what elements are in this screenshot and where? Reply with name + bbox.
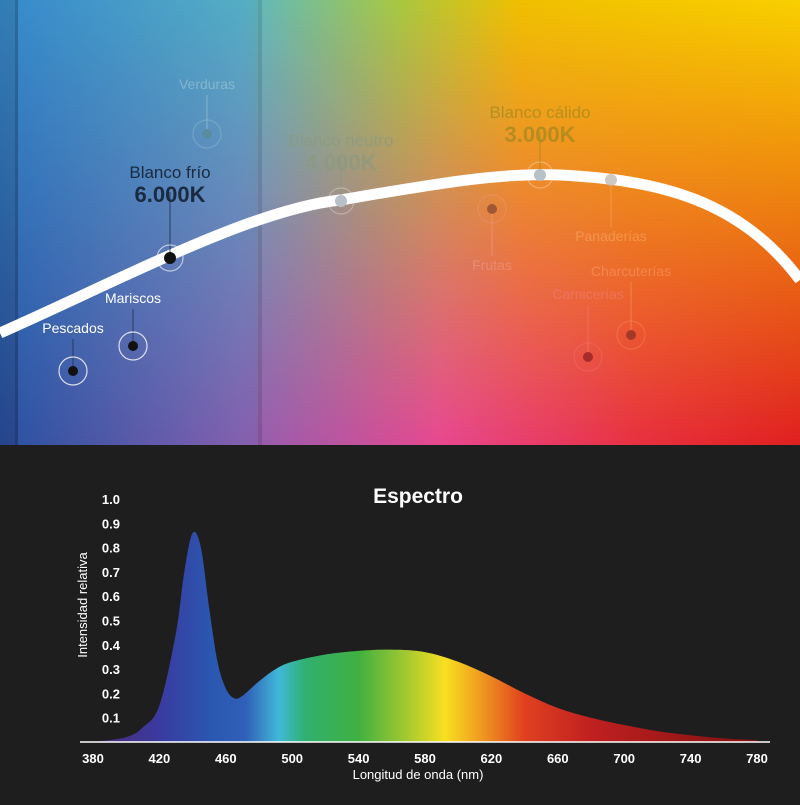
application-label: Pescados: [42, 320, 103, 336]
color-temperature-name: Blanco frío: [129, 163, 210, 182]
application-label: Panaderías: [575, 228, 647, 244]
spectrum-area: [93, 531, 757, 742]
spectrum-chart: Espectro 380 420 460 500 540 580 620 660 700 740 7…: [0, 445, 800, 800]
y-tick-label: 0.2: [102, 686, 120, 701]
y-tick-label: 0.9: [102, 516, 120, 531]
y-tick-label: 0.7: [102, 565, 120, 580]
x-tick-label: 500: [281, 751, 303, 766]
x-tick-label: 420: [149, 751, 171, 766]
x-axis-label: Longitud de onda (nm): [353, 767, 484, 782]
x-tick-label: 660: [547, 751, 569, 766]
y-tick-label: 0.8: [102, 541, 120, 556]
y-tick-label: 0.4: [102, 638, 121, 653]
x-tick-label: 620: [481, 751, 503, 766]
application-marker: Pescados: [42, 320, 104, 386]
spectrum-chart-svg: Espectro 380 420 460 500 540 580 620 660 700 740 7…: [75, 485, 770, 782]
application-marker: Charcuterías: [591, 263, 671, 350]
application-marker: Carnicerías: [552, 286, 624, 372]
y-axis-label: Intensidad relativa: [75, 551, 90, 657]
y-tick-label: 0.5: [102, 614, 120, 629]
y-tick-label: 1.0: [102, 492, 120, 507]
highlight-band: [18, 0, 258, 445]
x-tick-label: 580: [414, 751, 436, 766]
y-tick-label: 0.1: [102, 711, 120, 726]
application-label: Mariscos: [105, 290, 161, 306]
x-tick-label: 740: [680, 751, 702, 766]
chart-title: Espectro: [373, 485, 463, 508]
application-marker: Verduras: [179, 76, 235, 149]
x-tick-label: 700: [613, 751, 635, 766]
color-temperature-panel: Blanco frío 6.000K Blanco neutro 4.000K Blan…: [0, 0, 800, 445]
color-temperature-name: Blanco neutro: [289, 131, 394, 150]
y-tick-label: 0.6: [102, 589, 120, 604]
color-temperature-name: Blanco cálido: [489, 103, 590, 122]
application-label: Carnicerías: [552, 286, 624, 302]
color-temperature-value: 3.000K: [505, 122, 576, 147]
application-label: Verduras: [179, 76, 235, 92]
application-label: Charcuterías: [591, 263, 671, 279]
application-marker: Panaderías: [575, 174, 647, 244]
x-tick-label: 780: [746, 751, 768, 766]
y-tick-label: 0.3: [102, 662, 120, 677]
x-tick-label: 540: [348, 751, 370, 766]
color-temperature-value: 4.000K: [306, 150, 377, 175]
application-marker: Frutas: [472, 194, 512, 273]
application-label: Frutas: [472, 257, 512, 273]
x-tick-label: 380: [82, 751, 104, 766]
color-temperature-value: 6.000K: [135, 182, 206, 207]
x-tick-label: 460: [215, 751, 237, 766]
application-marker: Mariscos: [105, 290, 161, 361]
